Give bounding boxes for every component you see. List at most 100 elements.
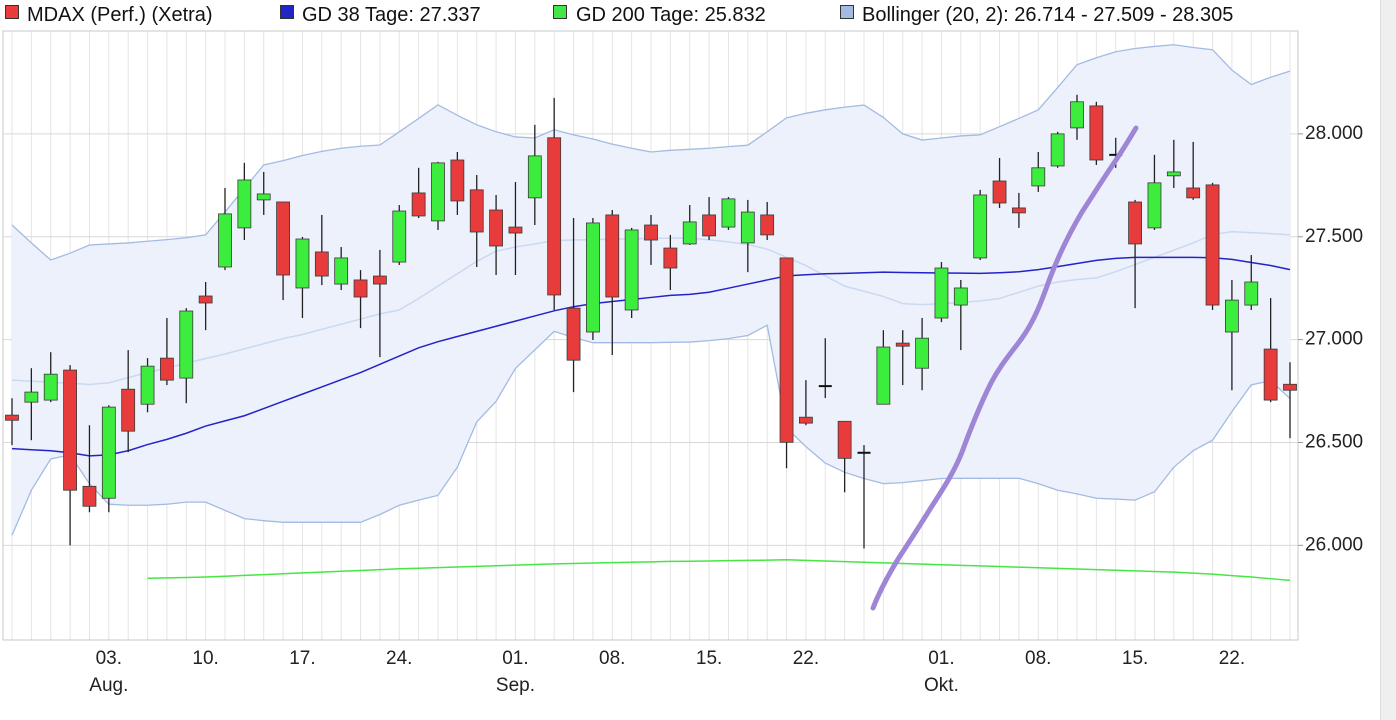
candle-body (760, 214, 775, 236)
x-tick-label: 22. (793, 648, 819, 669)
candle-body (1031, 167, 1046, 187)
legend: MDAX (Perf.) (Xetra) GD 38 Tage: 27.337 … (0, 0, 1380, 30)
candle-body (586, 222, 600, 333)
candle-body (973, 194, 988, 259)
legend-label: Bollinger (20, 2): 26.714 - 27.509 - 28.… (862, 4, 1234, 26)
band-lower (11, 324, 1291, 536)
candle-body (1166, 171, 1181, 177)
candle-body (876, 346, 891, 405)
candle-body (198, 295, 213, 304)
legend-swatch (5, 5, 19, 19)
candle-body (1070, 101, 1084, 129)
candle-body (508, 226, 523, 234)
candle-body (179, 310, 194, 379)
candle-body (1205, 184, 1220, 306)
candle-body (779, 257, 794, 443)
x-tick-label: 15. (696, 648, 722, 669)
legend-label: MDAX (Perf.) (Xetra) (27, 4, 213, 26)
candle-body (489, 209, 503, 247)
legend-swatch (280, 5, 294, 19)
x-tick-label: 15. (1122, 648, 1148, 669)
candle-body (256, 193, 271, 201)
candle-body (469, 189, 484, 233)
candle-body (702, 214, 716, 237)
candle-body (218, 213, 232, 268)
x-tick-label: 24. (386, 648, 412, 669)
x-tick-label: 01. (502, 648, 528, 669)
candle-body (121, 388, 136, 432)
candle-body (721, 198, 736, 228)
legend-swatch (840, 5, 854, 19)
candle-body (392, 210, 407, 263)
candle-body (895, 342, 910, 347)
y-tick-label: 26.000 (1305, 534, 1363, 555)
candle-body (934, 267, 949, 319)
candle-body (63, 369, 77, 491)
candle-body (1283, 383, 1297, 391)
candle-body (1128, 201, 1142, 245)
candle-body (1263, 348, 1278, 401)
candle-body (43, 373, 58, 401)
candle-body (682, 221, 697, 245)
x-month-label: Aug. (89, 675, 128, 696)
x-tick-label: 08. (1025, 648, 1051, 669)
candle-body (237, 179, 252, 229)
candle-body (276, 201, 290, 276)
candle-body (1012, 207, 1026, 214)
x-tick-label: 17. (289, 648, 315, 669)
legend-label: GD 200 Tage: 25.832 (576, 4, 766, 26)
x-tick-label: 03. (96, 648, 122, 669)
candle-body (992, 180, 1007, 204)
candle-body (24, 391, 39, 403)
x-tick-label: 22. (1219, 648, 1245, 669)
candle-body (953, 287, 968, 306)
candle-body (160, 357, 174, 381)
x-tick-label: 08. (599, 648, 625, 669)
x-tick-label: 01. (928, 648, 954, 669)
plot-border (2, 30, 1299, 641)
candle-body (295, 238, 310, 289)
candle-body (527, 155, 542, 199)
candle-body (837, 420, 852, 459)
series-line (147, 559, 1291, 582)
candle-body (411, 192, 426, 217)
y-tick-label: 27.000 (1305, 329, 1363, 350)
candle-body (334, 257, 349, 285)
candle-body (644, 224, 658, 241)
candle-body (1050, 133, 1065, 167)
candle-body (1186, 187, 1201, 199)
candle-body (431, 162, 445, 222)
series-line (11, 256, 1291, 457)
candle-body (450, 159, 465, 202)
y-tick-label: 26.500 (1305, 432, 1363, 453)
scrollbar[interactable] (1380, 0, 1396, 720)
candle-body (915, 337, 929, 369)
candle-body (353, 279, 368, 298)
candle-body (101, 406, 116, 499)
y-tick-label: 28.000 (1305, 123, 1363, 144)
candle-body (605, 214, 620, 298)
legend-label: GD 38 Tage: 27.337 (302, 4, 481, 26)
candle-body (373, 275, 387, 285)
candle-body (314, 251, 329, 277)
candle-body (1147, 182, 1162, 229)
annotation-stroke (870, 125, 1139, 611)
candle-body (663, 247, 678, 269)
legend-swatch (553, 5, 567, 19)
x-month-label: Okt. (924, 675, 959, 696)
candle-body (5, 414, 19, 421)
candle-body (740, 211, 755, 244)
candle-body (82, 485, 97, 507)
y-tick-label: 27.500 (1305, 226, 1363, 247)
candle-body (547, 137, 562, 296)
candle-body (566, 307, 581, 361)
x-tick-label: 10. (192, 648, 218, 669)
candle-body (624, 229, 639, 311)
x-month-label: Sep. (496, 675, 535, 696)
band-fill (12, 44, 1290, 536)
candle-body (1089, 105, 1104, 161)
candle-body (1225, 299, 1239, 333)
candle-body (799, 416, 813, 424)
